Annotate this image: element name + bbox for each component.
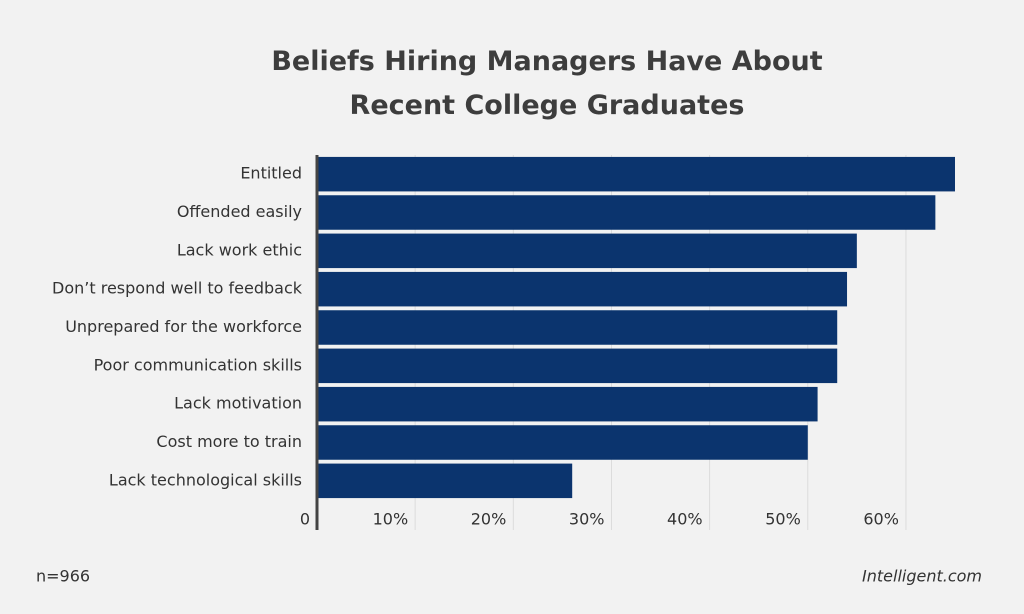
x-tick-label: 10% [373, 510, 409, 529]
bar [317, 233, 857, 269]
bar [317, 348, 838, 384]
bar [317, 310, 838, 345]
x-tick-label: 30% [569, 510, 605, 529]
y-tick-label: Cost more to train [156, 432, 302, 451]
sample-note: n=966 [36, 567, 90, 586]
bar [317, 425, 808, 460]
y-tick-label: Poor communication skills [94, 355, 302, 374]
bar [317, 156, 955, 192]
x-tick-label: 20% [471, 510, 507, 529]
bar [317, 386, 818, 422]
y-tick-label: Lack motivation [174, 394, 302, 413]
bar [317, 271, 848, 307]
x-tick-label: 60% [863, 510, 899, 529]
bar [317, 463, 573, 499]
y-tick-label: Offended easily [177, 202, 302, 221]
y-tick-label: Lack technological skills [109, 470, 302, 489]
y-tick-label: Entitled [240, 164, 302, 183]
x-tick-label: 40% [667, 510, 703, 529]
chart-title: Beliefs Hiring Managers Have About Recen… [271, 46, 823, 121]
x-tick-label: 50% [765, 510, 801, 529]
source: Intelligent.com [862, 567, 982, 586]
x-tick-label: 0 [300, 510, 310, 529]
y-tick-label: Unprepared for the workforce [65, 317, 302, 336]
y-tick-label: Lack work ethic [177, 240, 302, 259]
bar [317, 195, 936, 230]
y-tick-label: Don’t respond well to feedback [52, 279, 303, 298]
